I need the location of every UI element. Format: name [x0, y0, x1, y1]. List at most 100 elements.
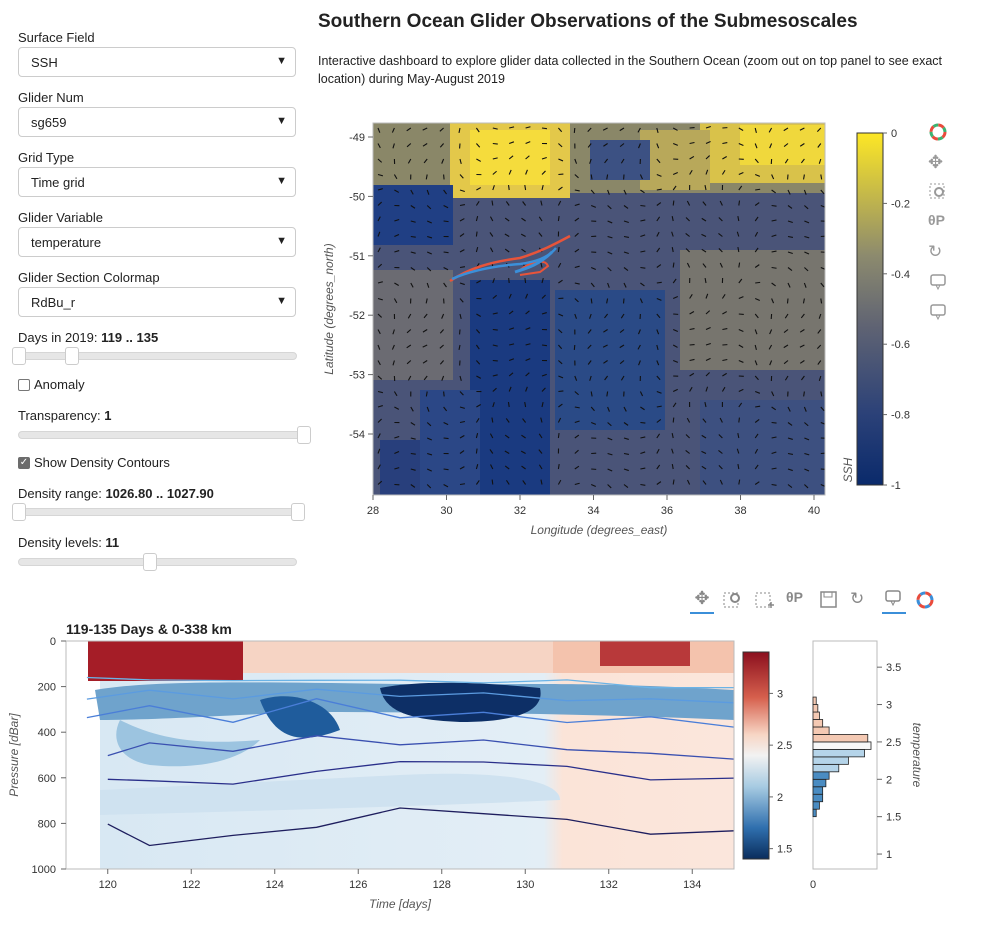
density-range-start-handle[interactable] — [12, 503, 26, 521]
glider-track[interactable] — [449, 234, 571, 283]
grid-type-select[interactable]: Time grid ▼ — [18, 167, 296, 197]
velocity-arrow — [607, 282, 610, 288]
hover-icon[interactable] — [882, 588, 906, 614]
velocity-arrow — [738, 185, 743, 191]
velocity-arrow — [771, 483, 777, 486]
velocity-arrow — [820, 406, 825, 412]
box-zoom-icon[interactable] — [928, 182, 948, 212]
density-levels-handle[interactable] — [143, 553, 158, 571]
glider-num-select[interactable]: sg659 ▼ — [18, 107, 296, 137]
velocity-arrow — [701, 450, 707, 454]
density-contours — [86, 676, 734, 847]
box-select-icon[interactable] — [754, 589, 778, 613]
velocity-arrow — [787, 452, 794, 455]
transparency-handle[interactable] — [297, 426, 311, 444]
velocity-arrow — [672, 200, 675, 206]
anomaly-checkbox[interactable]: Anomaly — [18, 377, 85, 392]
velocity-arrow — [754, 202, 760, 206]
velocity-arrow — [540, 200, 543, 206]
ssh-heatmap[interactable] — [373, 123, 825, 495]
velocity-arrow — [377, 281, 383, 284]
velocity-arrow — [637, 127, 641, 133]
velocity-arrow — [771, 266, 777, 269]
velocity-arrow — [656, 313, 661, 319]
velocity-arrow — [671, 231, 674, 237]
checkbox-box[interactable]: ✓ — [18, 456, 30, 469]
hover-icon[interactable] — [928, 272, 948, 302]
density-levels-slider[interactable] — [18, 553, 297, 571]
velocity-arrow — [422, 127, 428, 131]
map-y-tick-label: -52 — [349, 310, 365, 322]
transparency-label-text: Transparency: — [18, 408, 105, 423]
density-range-end-handle[interactable] — [291, 503, 305, 521]
section-heatmap[interactable] — [66, 641, 734, 869]
pan-icon[interactable]: ✥ — [690, 588, 714, 614]
velocity-arrow — [422, 329, 428, 333]
colormap-value: RdBu_r — [31, 295, 76, 310]
reset-icon[interactable]: ↻ — [928, 242, 943, 261]
checkbox-box[interactable] — [18, 378, 30, 391]
hover-icon[interactable] — [928, 302, 948, 332]
velocity-arrow — [587, 143, 592, 148]
velocity-arrow — [476, 313, 482, 317]
velocity-arrow — [475, 344, 480, 350]
velocity-arrow — [443, 205, 449, 209]
velocity-arrow — [754, 247, 759, 253]
colormap-select[interactable]: RdBu_r ▼ — [18, 287, 296, 317]
velocity-arrow — [800, 313, 805, 319]
save-icon[interactable] — [818, 589, 842, 613]
velocity-arrow — [818, 158, 822, 164]
velocity-arrow — [689, 358, 695, 362]
histogram-y-axis: 3.5 3 2.5 2 1.5 1 — [877, 662, 901, 861]
transparency-value: 1 — [104, 408, 112, 423]
velocity-arrow — [410, 235, 416, 238]
velocity-arrow — [459, 435, 465, 439]
wheel-zoom-icon[interactable]: θP — [928, 212, 945, 228]
velocity-arrow — [459, 218, 465, 222]
histogram-bar — [812, 778, 827, 788]
velocity-arrow — [787, 406, 791, 412]
histogram-bars[interactable] — [812, 696, 872, 818]
surface-field-select[interactable]: SSH ▼ — [18, 47, 296, 77]
wheel-zoom-icon[interactable]: θP — [786, 589, 803, 605]
chevron-down-icon: ▼ — [276, 235, 287, 247]
velocity-arrow — [799, 127, 805, 131]
pan-icon[interactable]: ✥ — [928, 152, 944, 172]
chevron-down-icon: ▼ — [276, 175, 287, 187]
velocity-arrow — [459, 233, 465, 237]
velocity-arrow — [524, 277, 527, 284]
days-range-slider[interactable] — [12, 347, 297, 365]
velocity-arrow — [754, 264, 760, 268]
velocity-arrow — [623, 205, 629, 209]
velocity-arrow — [799, 329, 805, 333]
anomaly-label: Anomaly — [34, 377, 85, 392]
section-y-tick-label: 200 — [38, 682, 56, 694]
velocity-arrow — [426, 422, 432, 427]
days-label-text: Days in 2019: — [18, 330, 102, 345]
box-zoom-icon[interactable] — [722, 589, 746, 613]
velocity-arrow — [754, 297, 761, 301]
glider-variable-select[interactable]: temperature ▼ — [18, 227, 296, 257]
bokeh-logo-icon[interactable] — [928, 122, 948, 152]
velocity-arrow — [574, 420, 580, 424]
section-x-label: Time [days] — [369, 897, 432, 911]
velocity-arrow — [491, 200, 494, 206]
bokeh-logo-icon[interactable] — [914, 589, 938, 613]
days-end-handle[interactable] — [65, 347, 79, 365]
density-range-slider[interactable] — [12, 503, 305, 521]
velocity-arrow — [574, 406, 580, 409]
section-x-tick-label: 132 — [600, 879, 618, 891]
velocity-arrow — [672, 262, 675, 268]
velocity-arrow — [540, 417, 543, 423]
transparency-slider[interactable] — [18, 426, 311, 444]
velocity-arrow — [557, 200, 562, 206]
days-start-handle[interactable] — [12, 347, 26, 365]
reset-icon[interactable]: ↻ — [850, 589, 865, 608]
density-contours-checkbox[interactable]: ✓ Show Density Contours — [18, 455, 170, 470]
ssh-colorbar-tick-label: -0.2 — [891, 198, 910, 210]
velocity-arrow — [619, 127, 625, 132]
velocity-arrow — [672, 479, 675, 485]
velocity-arrow — [392, 143, 395, 149]
velocity-arrow — [704, 402, 707, 408]
velocity-arrow — [557, 479, 562, 485]
